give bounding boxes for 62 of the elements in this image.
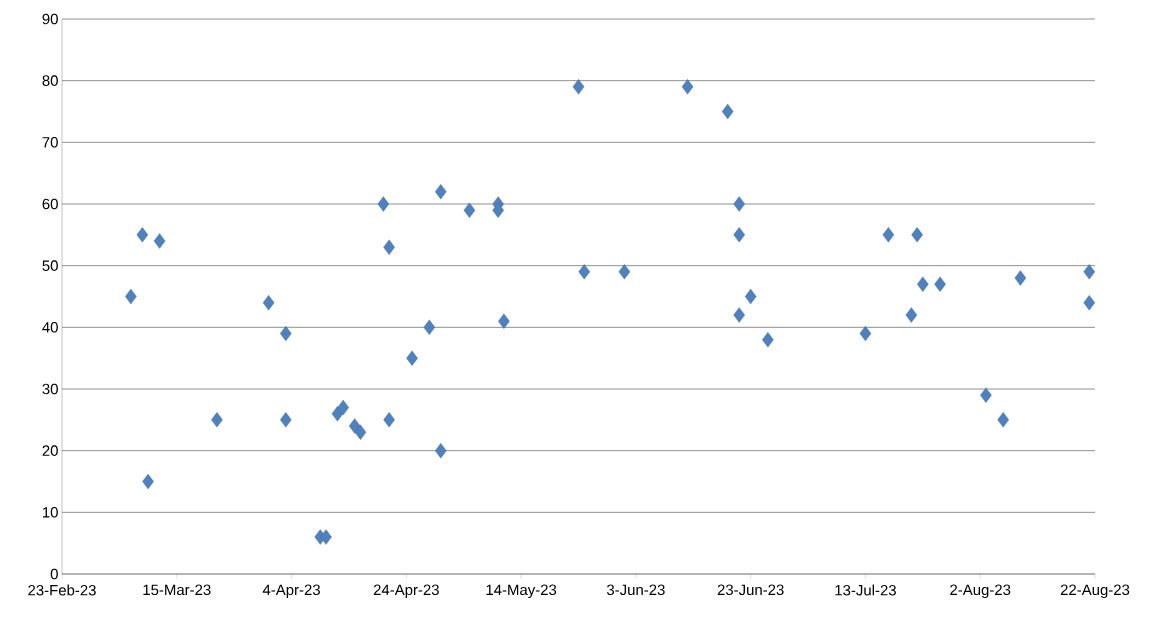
point bbox=[618, 264, 631, 280]
point bbox=[492, 202, 504, 218]
point bbox=[377, 196, 390, 212]
point bbox=[406, 350, 418, 366]
x-tick-label: 24-Apr-23 bbox=[373, 584, 439, 599]
x-tick-label: 4-Apr-23 bbox=[262, 584, 320, 599]
x-tick-label: 14-May-23 bbox=[486, 584, 557, 599]
point bbox=[917, 276, 929, 292]
point bbox=[762, 332, 774, 348]
x-tick-label: 3-Jun-23 bbox=[606, 584, 665, 596]
y-tick-label: 60 bbox=[42, 198, 58, 210]
point bbox=[997, 412, 1009, 428]
point bbox=[125, 288, 137, 305]
point bbox=[280, 412, 292, 428]
point bbox=[1083, 295, 1096, 311]
point bbox=[337, 399, 349, 416]
point bbox=[934, 276, 946, 292]
point bbox=[721, 103, 734, 120]
point bbox=[434, 184, 447, 200]
point bbox=[153, 233, 166, 249]
point bbox=[980, 387, 992, 403]
point bbox=[859, 325, 872, 342]
point bbox=[463, 202, 476, 218]
x-tick-label: 15-Mar-23 bbox=[143, 584, 211, 596]
y-tick-label: 20 bbox=[42, 445, 58, 456]
point bbox=[733, 307, 745, 323]
point bbox=[280, 325, 292, 342]
point bbox=[262, 295, 275, 311]
y-tick-label: 50 bbox=[42, 260, 58, 271]
point bbox=[498, 313, 510, 329]
y-tick-label: 80 bbox=[42, 75, 58, 86]
x-tick-label: 23-Jun-23 bbox=[717, 584, 784, 596]
point bbox=[1014, 270, 1027, 286]
point bbox=[354, 424, 367, 440]
point bbox=[733, 227, 745, 243]
point bbox=[681, 79, 694, 95]
y-tick-label: 0 bbox=[50, 568, 58, 580]
y-tick-label: 10 bbox=[43, 507, 58, 518]
point bbox=[142, 473, 154, 490]
point bbox=[434, 443, 447, 459]
x-tick-label: 22-Aug-23 bbox=[1060, 584, 1130, 599]
point bbox=[136, 227, 149, 243]
y-tick-label: 40 bbox=[42, 322, 58, 333]
x-tick-label: 2-Aug-23 bbox=[950, 584, 1011, 599]
point bbox=[383, 412, 395, 428]
x-tick-label: 13-Jul-23 bbox=[835, 584, 896, 596]
point bbox=[911, 227, 923, 243]
point bbox=[733, 196, 745, 212]
point bbox=[423, 319, 436, 335]
point bbox=[905, 307, 918, 323]
point bbox=[211, 412, 223, 428]
y-tick-label: 90 bbox=[42, 13, 58, 25]
point bbox=[383, 239, 395, 255]
y-tick-label: 70 bbox=[42, 137, 58, 148]
point bbox=[882, 227, 895, 243]
point bbox=[578, 264, 591, 280]
point bbox=[572, 79, 585, 95]
y-tick-label: 30 bbox=[42, 383, 58, 395]
point bbox=[744, 288, 757, 305]
point bbox=[1083, 264, 1096, 280]
x-tick-label: 23-Feb-23 bbox=[28, 584, 96, 596]
point bbox=[320, 529, 332, 545]
